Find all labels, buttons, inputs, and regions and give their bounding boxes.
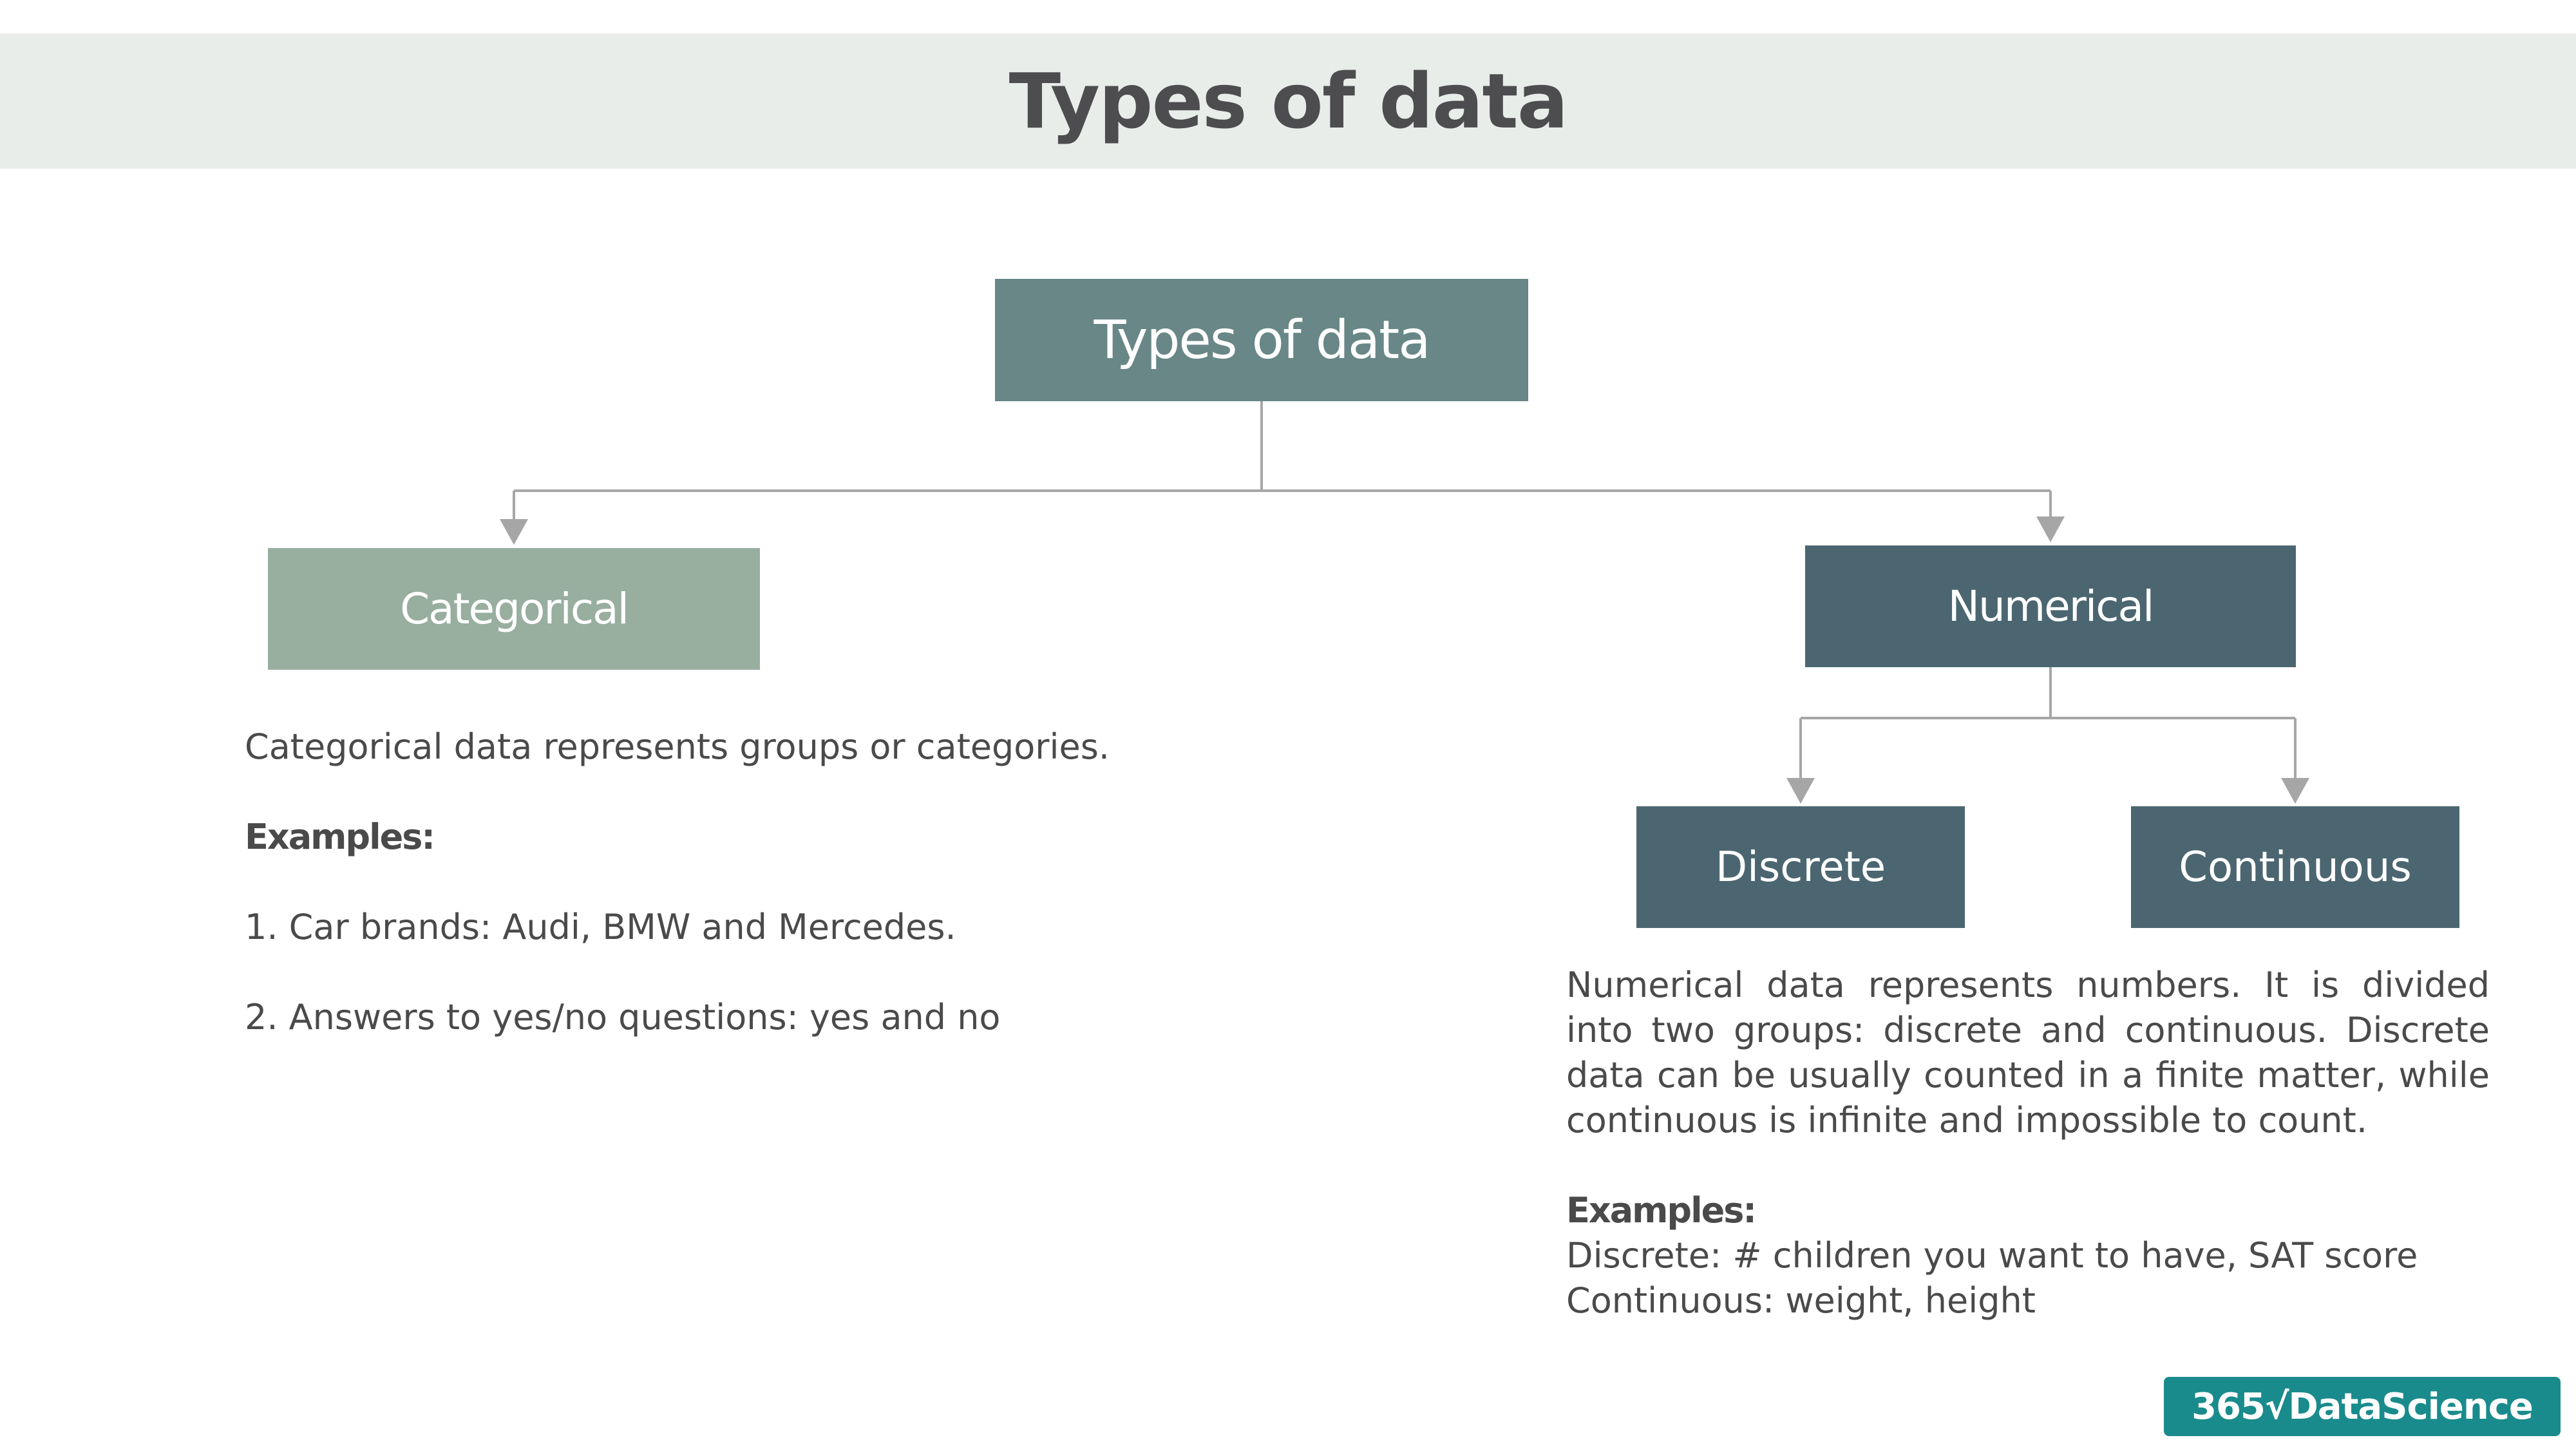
categorical-examples-label: Examples: — [245, 817, 435, 857]
node-numerical: Numerical — [1805, 545, 2296, 667]
numerical-example-continuous: Continuous: weight, height — [1566, 1280, 2036, 1321]
arrow-to-numerical — [2036, 516, 2065, 542]
arrow-to-discrete — [1786, 778, 1815, 804]
node-continuous: Continuous — [2131, 806, 2459, 928]
numerical-examples-label: Examples: — [1566, 1190, 1757, 1231]
numerical-example-discrete: Discrete: # children you want to have, S… — [1566, 1235, 2418, 1276]
numerical-description: Numerical data represents numbers. It is… — [1566, 965, 2490, 1141]
page-title: Types of data — [1009, 57, 1569, 146]
arrow-to-continuous — [2281, 778, 2309, 804]
node-discrete: Discrete — [1636, 806, 1965, 928]
brand-logo: 365√DataScience — [2164, 1377, 2561, 1436]
categorical-example-1: 1. Car brands: Audi, BMW and Mercedes. — [245, 907, 956, 947]
categorical-description: Categorical data represents groups or ca… — [245, 726, 1110, 767]
header-band: Types of data — [0, 33, 2576, 169]
node-types-of-data: Types of data — [995, 279, 1528, 401]
categorical-example-2: 2. Answers to yes/no questions: yes and … — [245, 997, 1001, 1037]
arrow-to-categorical — [500, 519, 528, 545]
node-categorical: Categorical — [268, 548, 760, 670]
